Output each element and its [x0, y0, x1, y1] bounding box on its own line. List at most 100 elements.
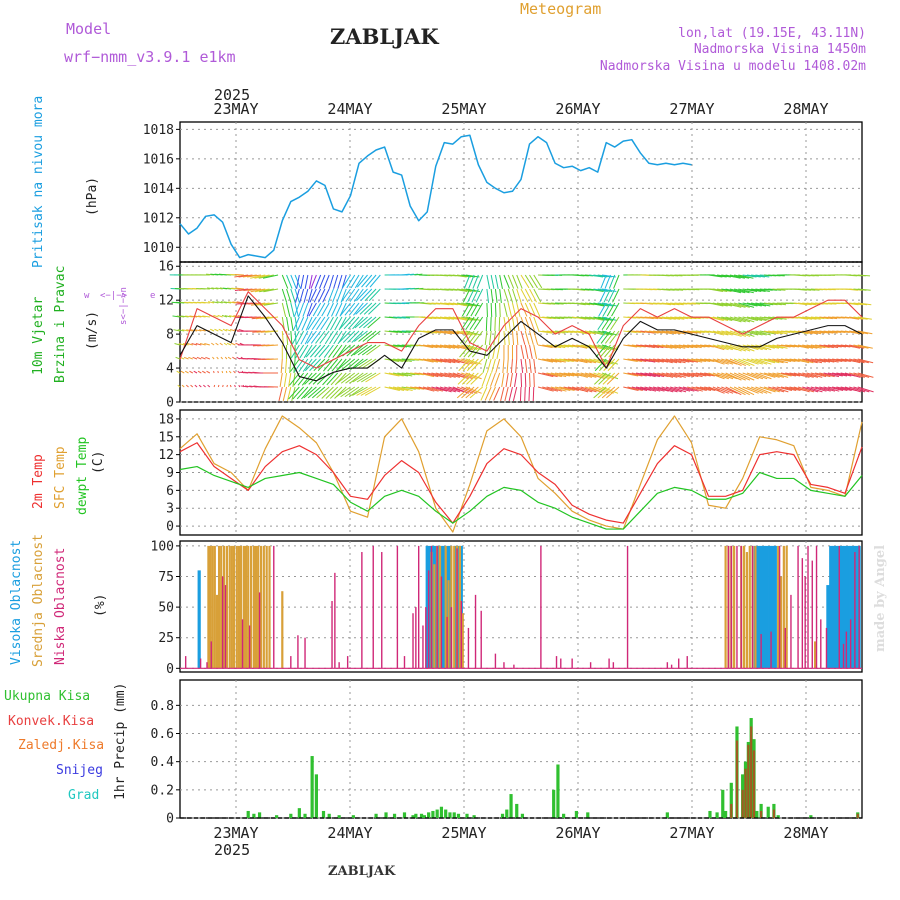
wind-arrow	[493, 386, 501, 401]
wind-arrow	[657, 372, 674, 378]
day-labels-top: 23MAY 24MAY 25MAY 26MAY 27MAY 28MAY	[213, 100, 828, 118]
wind-arrow	[323, 344, 334, 358]
wind-arrow	[180, 370, 185, 374]
wind-arrow	[793, 344, 809, 349]
wind-arrow	[458, 358, 471, 372]
wind-arrow	[593, 302, 609, 307]
precip-bar	[766, 806, 770, 818]
wind-arrow	[785, 358, 800, 362]
wind-arrow	[397, 372, 413, 377]
wind-arrow	[529, 288, 537, 303]
wind-arrow	[682, 330, 698, 334]
wind-arrow	[304, 372, 317, 385]
wind-arrow	[318, 274, 326, 289]
wind-arrow	[849, 316, 864, 320]
wind-arrow	[234, 274, 249, 278]
precip-legend-snow: Snijeg	[56, 763, 103, 778]
precip-bar	[452, 812, 456, 818]
wind-arrow	[708, 274, 723, 278]
wind-arrow	[401, 372, 416, 376]
wind-arrow	[332, 288, 339, 303]
wind-arrow	[533, 344, 538, 359]
wind-arrow	[223, 301, 232, 304]
wind-arrow	[763, 316, 779, 320]
wind-arrow	[682, 344, 698, 349]
wind-arrow	[580, 302, 595, 306]
day-label-top: 27MAY	[669, 100, 714, 118]
wind-arrow	[215, 342, 219, 346]
wind-arrow	[742, 316, 758, 322]
wind-arrow	[356, 386, 373, 396]
cloud-bar	[290, 656, 292, 669]
wind-arrow	[265, 344, 279, 347]
wind-arrow	[589, 372, 606, 380]
wind-arrow	[589, 302, 605, 307]
cloud-bar	[826, 585, 830, 669]
wind-arrow	[678, 344, 694, 349]
wind-arrow	[259, 288, 274, 293]
wind-arrow	[853, 372, 870, 378]
wind-arrow	[580, 386, 597, 393]
wind-arrow	[589, 386, 606, 394]
cloud-bar	[778, 545, 781, 669]
wind-arrow	[759, 358, 776, 364]
cloud-bar	[589, 662, 592, 669]
wind-arrow	[810, 344, 826, 349]
wind-arrow	[238, 274, 253, 278]
wind-arrow	[716, 288, 732, 292]
cloud-bar	[797, 545, 799, 669]
day-label-top: 26MAY	[555, 100, 600, 118]
wind-arrow	[597, 344, 614, 351]
wind-arrow	[644, 344, 660, 349]
wind-arrow	[472, 274, 479, 289]
y-tick-label: 0.8	[151, 699, 174, 714]
wind-arrow	[197, 315, 206, 318]
wind-arrow	[593, 316, 609, 322]
cloud-bar	[838, 545, 840, 669]
wind-arrow	[435, 330, 451, 335]
wind-arrow	[354, 274, 364, 289]
wind-arrow	[742, 274, 757, 278]
wind-arrow	[184, 370, 189, 374]
wind-arrow	[281, 274, 289, 289]
wind-arrow	[352, 358, 368, 369]
cloud-bar	[756, 545, 760, 669]
wind-arrow	[297, 372, 309, 386]
wind-arrow	[657, 316, 672, 320]
cloud-bar	[241, 619, 244, 669]
wind-arrow	[301, 372, 313, 386]
wind-arrow	[286, 330, 289, 346]
y-tick-label: 1012	[143, 211, 174, 226]
y-tick-label: 0	[166, 812, 174, 827]
precip-bar	[310, 756, 314, 818]
wind-arrow	[333, 330, 343, 345]
wind-arrow	[802, 372, 819, 378]
wind-arrow	[439, 372, 456, 378]
wind-arrow	[237, 370, 241, 374]
wind-arrow	[183, 356, 189, 360]
wind-arrow	[251, 316, 266, 320]
wind-arrow	[563, 372, 579, 377]
wind-arrow	[572, 302, 586, 306]
wind-arrow	[529, 372, 531, 388]
wind-arrow	[755, 358, 772, 365]
wind-arrow	[674, 358, 690, 363]
wind-arrow	[297, 316, 305, 331]
wind-arrow	[763, 330, 779, 335]
wind-arrow	[397, 358, 412, 362]
wind-arrow	[644, 372, 661, 378]
cloud-axis-label-low: Niska Oblacnost	[53, 548, 68, 665]
cloud-bar	[736, 545, 738, 669]
wind-arrow	[725, 274, 741, 279]
y-tick-label: 3	[166, 502, 174, 517]
cloud-bar	[494, 653, 497, 669]
wind-arrow	[729, 372, 746, 381]
cloud-bar	[213, 545, 216, 669]
wind-arrow	[604, 330, 616, 344]
cloud-bar	[560, 658, 562, 669]
wind-arrow	[670, 358, 686, 364]
wind-arrow	[528, 386, 531, 402]
wind-arrow	[249, 316, 262, 319]
pressure-panel	[179, 134, 692, 259]
cloud-bar	[666, 662, 669, 669]
